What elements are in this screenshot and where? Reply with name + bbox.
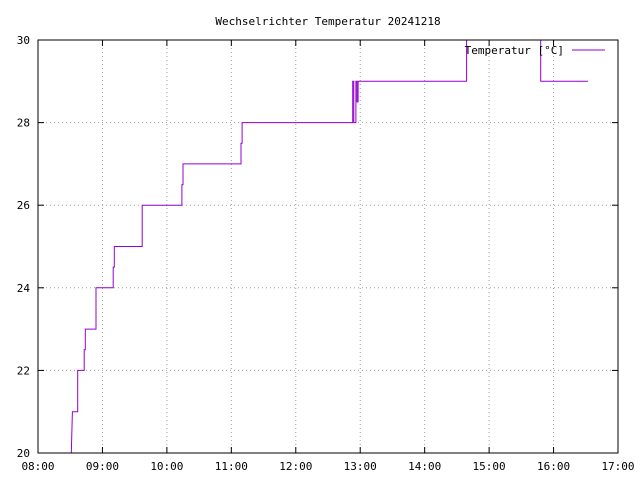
x-tick-label: 09:00: [86, 460, 119, 473]
x-tick-label: 12:00: [279, 460, 312, 473]
grid: [38, 40, 618, 453]
series-line-temperature: [70, 39, 588, 454]
x-tick-label: 17:00: [601, 460, 634, 473]
y-tick-label: 26: [17, 199, 30, 212]
y-tick-label: 20: [17, 447, 30, 460]
chart-title: Wechselrichter Temperatur 20241218: [215, 15, 440, 28]
y-tick-label: 24: [17, 282, 31, 295]
x-tick-label: 16:00: [537, 460, 570, 473]
x-tick-label: 15:00: [473, 460, 506, 473]
x-tick-label: 14:00: [408, 460, 441, 473]
y-tick-label: 30: [17, 34, 30, 47]
legend-label: Temperatur [°C]: [465, 44, 564, 57]
y-tick-label: 22: [17, 364, 30, 377]
axes: 08:00 09:00 10:00 11:00 12:00 13:00 14:00 15:00…: [17, 34, 635, 473]
x-tick-label: 10:00: [150, 460, 183, 473]
x-tick-label: 08:00: [21, 460, 54, 473]
legend: Temperatur [°C]: [465, 44, 605, 57]
x-tick-label: 13:00: [344, 460, 377, 473]
y-tick-label: 28: [17, 117, 30, 130]
x-tick-label: 11:00: [215, 460, 248, 473]
series: [70, 39, 588, 454]
plot-frame: [37, 39, 619, 454]
